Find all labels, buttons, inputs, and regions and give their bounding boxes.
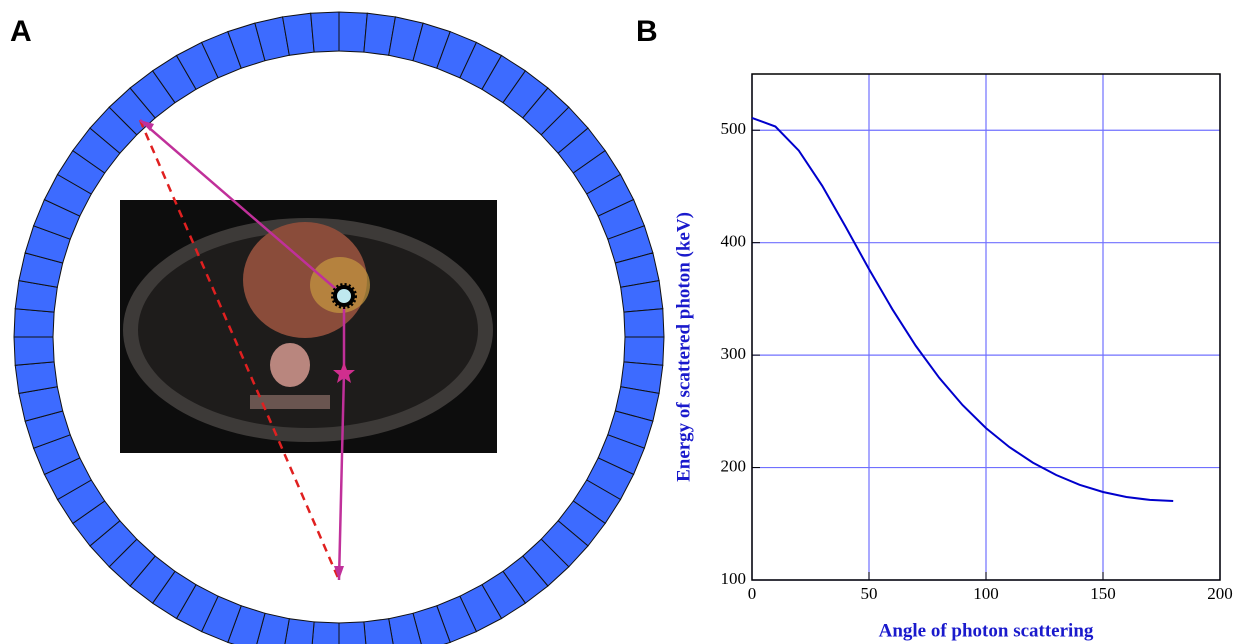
y-tick-label: 400 xyxy=(721,232,747,251)
panel-label: A xyxy=(10,15,32,48)
curve xyxy=(752,118,1173,501)
x-tick-label: 50 xyxy=(861,584,878,603)
y-tick-label: 200 xyxy=(721,456,747,475)
x-tick-label: 200 xyxy=(1207,584,1233,603)
detector-block xyxy=(14,337,54,365)
figure: A B 0 50 100 150 200 100 200 300 400 500 Angle of … xyxy=(0,0,1243,644)
x-axis-label: Angle of photon scattering xyxy=(879,620,1094,641)
detector-block xyxy=(339,12,367,52)
x-tick-label: 0 xyxy=(748,584,757,603)
vertebra xyxy=(270,343,310,387)
y-tick-label: 100 xyxy=(721,569,747,588)
y-tick-label: 500 xyxy=(721,119,747,138)
plot: 0 50 100 150 200 100 200 300 400 500 Angle of phot… xyxy=(673,74,1232,641)
x-tick-label: 100 xyxy=(973,584,999,603)
detector-block xyxy=(339,622,367,644)
ct-image xyxy=(120,200,497,453)
detector-block xyxy=(14,309,54,337)
detector-block xyxy=(624,309,664,337)
y-axis-label: Energy of scattered photon (keV) xyxy=(673,212,694,482)
detector-block xyxy=(311,12,339,52)
annihilation-point xyxy=(337,289,351,303)
detector-block xyxy=(624,337,664,365)
detector-block xyxy=(311,622,339,644)
y-tick-label: 300 xyxy=(721,344,747,363)
spine xyxy=(250,395,330,409)
panel-label: B xyxy=(636,15,658,48)
x-tick-label: 150 xyxy=(1090,584,1116,603)
